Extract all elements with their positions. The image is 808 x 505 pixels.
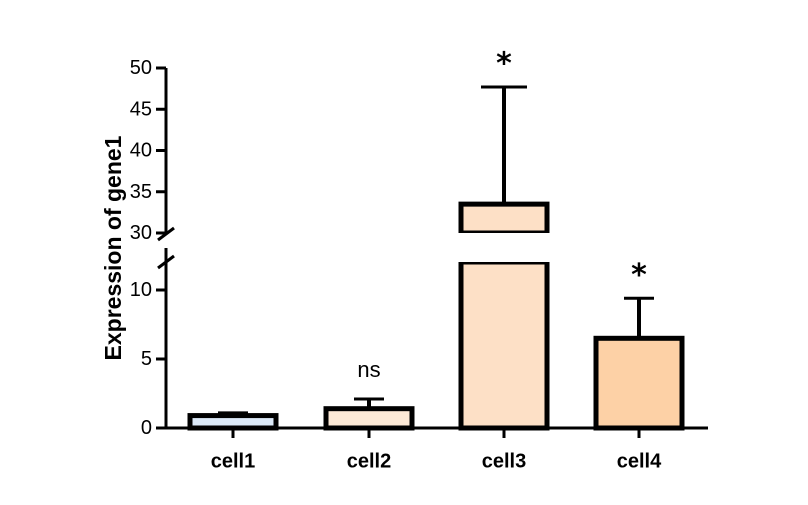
y-tick-label: 35 [130,181,152,203]
y-axis: 0 5 10 30 35 40 45 50 [130,57,175,439]
x-tick-label: cell3 [482,450,526,472]
y-tick-label: 30 [130,222,152,244]
bar-cell2 [323,406,415,431]
significance-star: * [496,46,512,81]
bar-break-gap [457,233,551,262]
significance-star: * [631,258,647,293]
y-tick-label: 0 [141,417,152,439]
x-tick-label: cell2 [347,450,391,472]
y-tick-label: 10 [130,279,152,301]
x-axis: cell1 cell2 cell3 cell4 [166,426,708,472]
significance-ns: ns [357,357,380,382]
y-tick-label: 5 [141,348,152,370]
bars-layer [187,201,685,431]
y-tick-label: 40 [130,140,152,162]
bar-cell1 [187,413,279,431]
error-bars-layer [218,85,654,416]
x-tick-label: cell4 [617,450,662,472]
y-axis-title: Expression of gene1 [100,135,126,360]
annotations-layer: ns * * [357,46,647,381]
bar-cell4 [593,335,685,431]
y-tick-label: 45 [130,98,152,120]
bar-cell3-lower [458,259,550,431]
x-tick-label: cell1 [211,450,255,472]
y-tick-label: 50 [130,57,152,79]
bar-cell3-upper [458,201,550,236]
axis-break-mark [157,254,175,270]
